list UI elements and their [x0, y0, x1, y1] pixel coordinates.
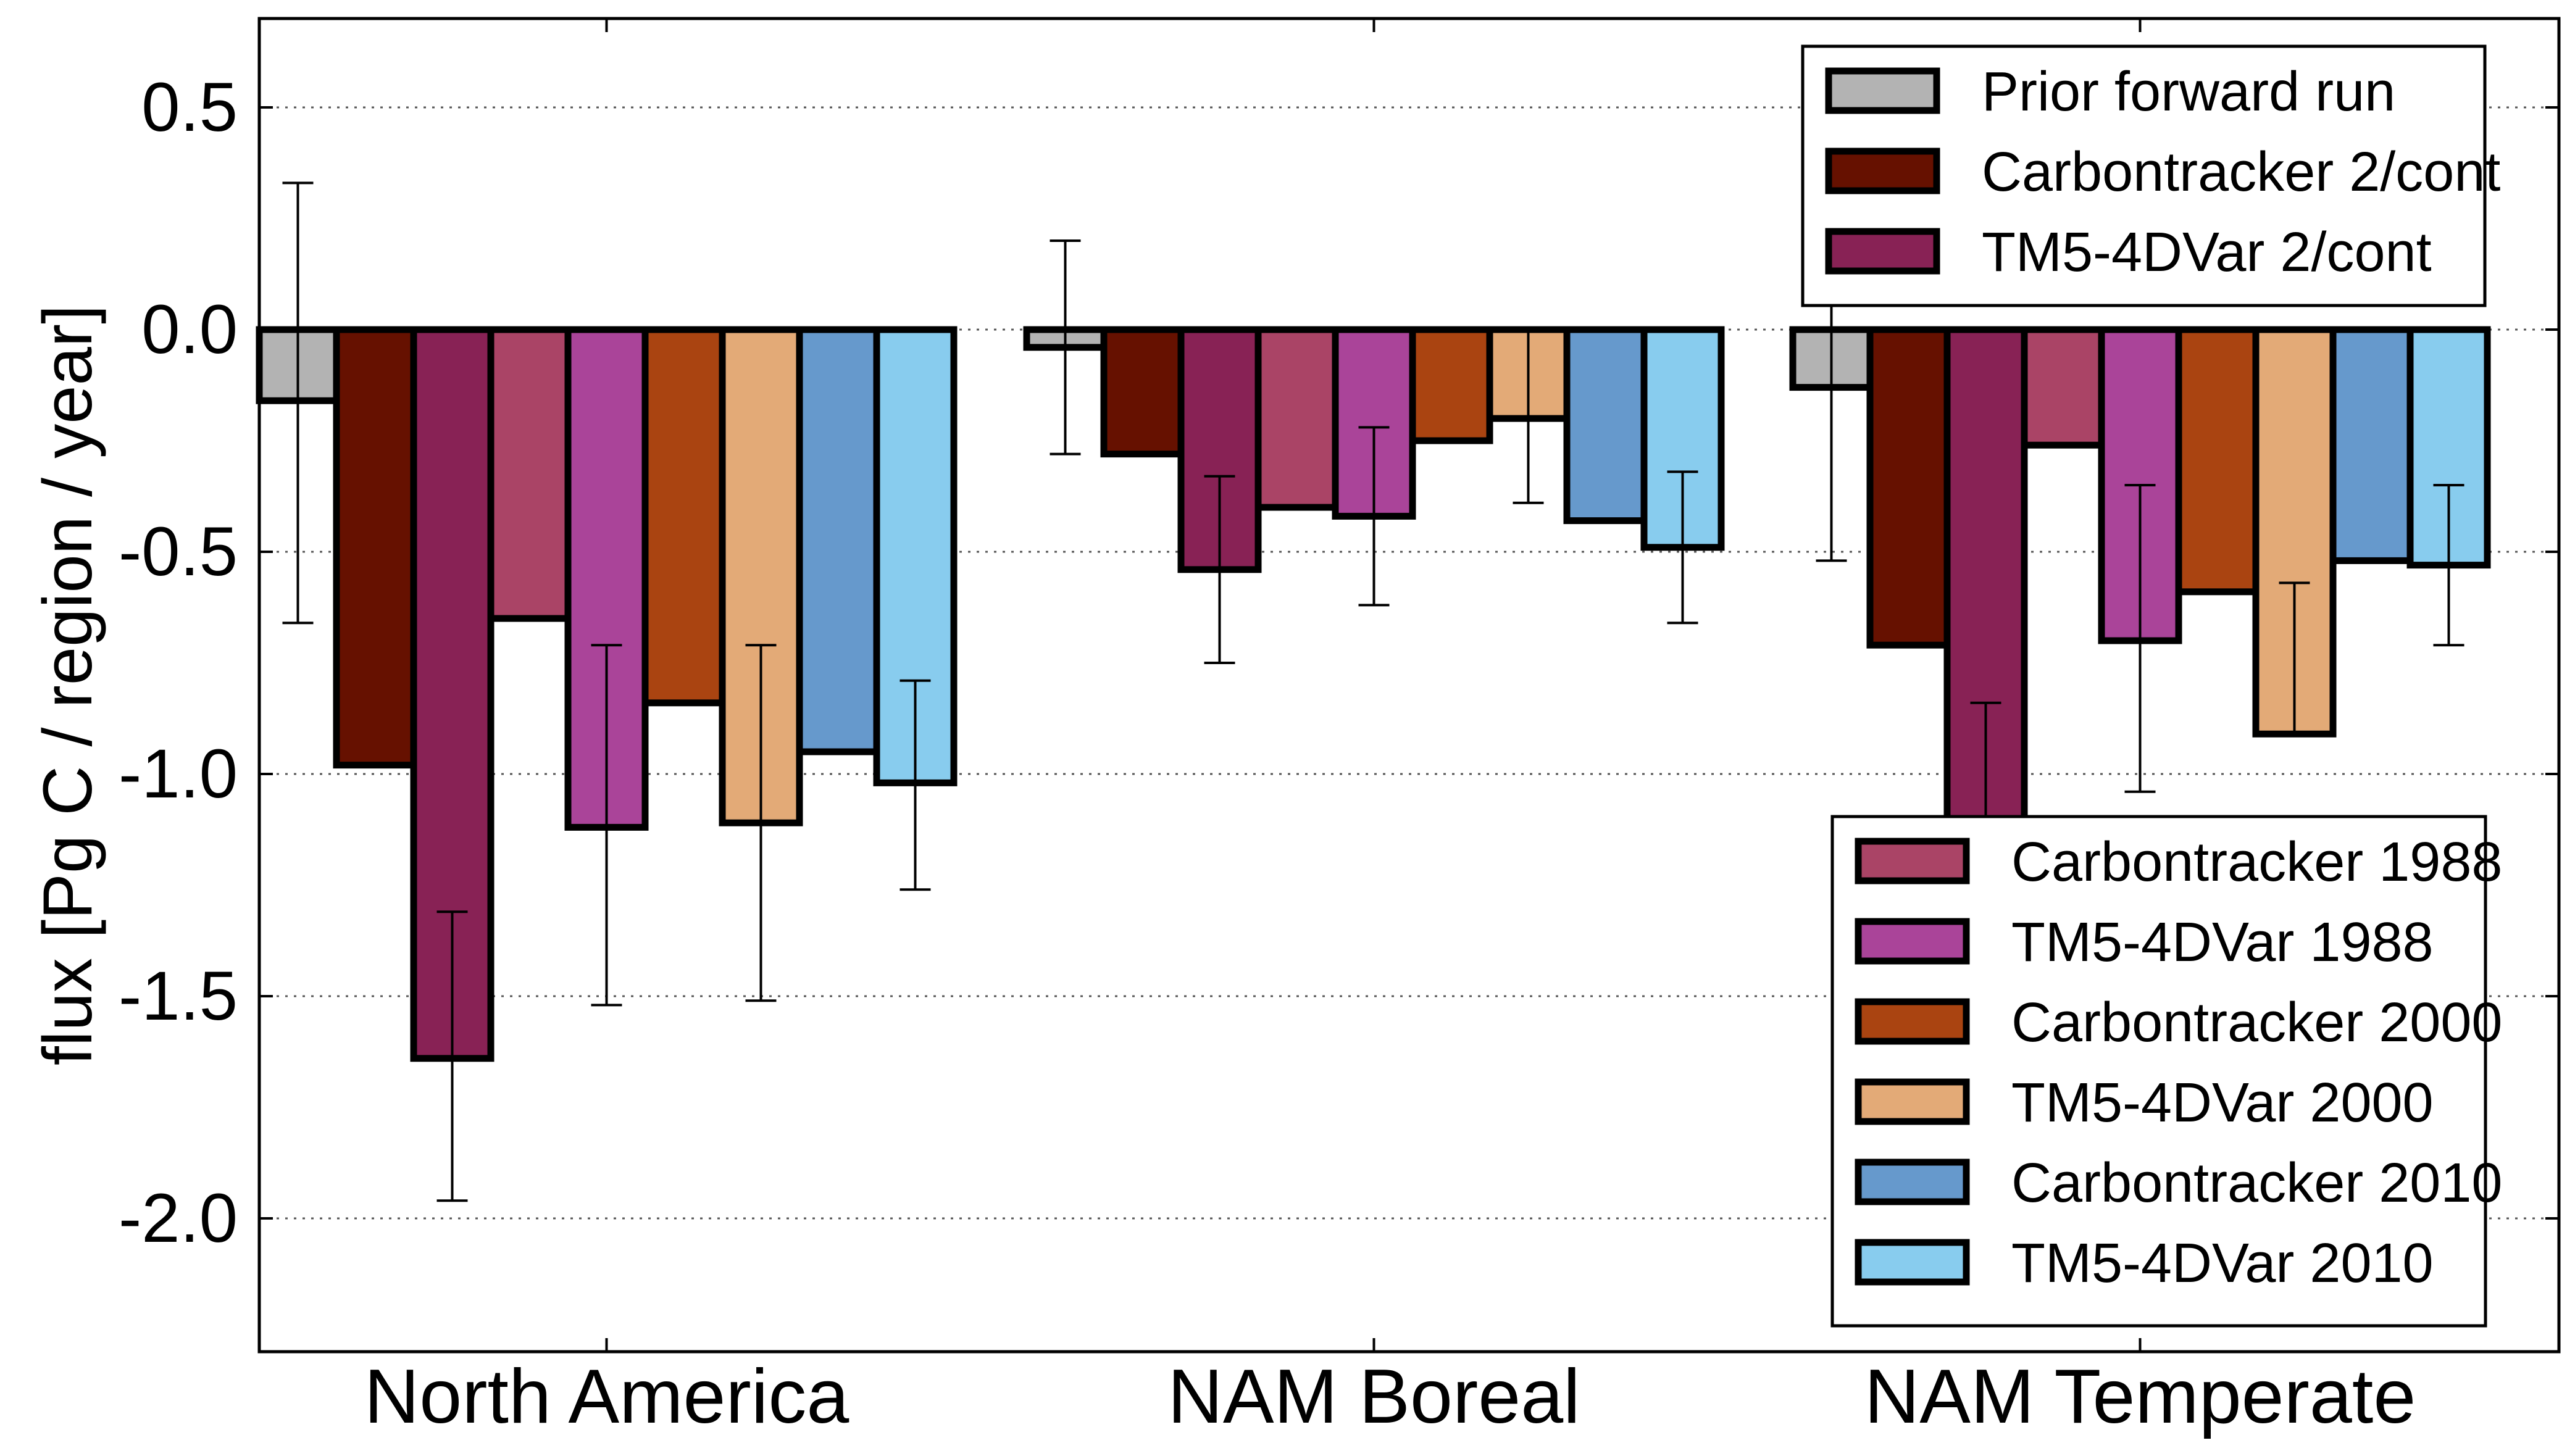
y-tick-label: -0.5 [119, 513, 238, 590]
axes: 0.5 0.0 -0.5 -1.0 -1.5 -2.0 North America NAM B… [119, 17, 2561, 1439]
bar [1563, 326, 1648, 525]
legend-label: Carbontracker 2000 [2011, 992, 2502, 1054]
legend-swatch [1855, 918, 1970, 965]
bar [796, 326, 880, 755]
bar [1866, 326, 1951, 649]
error-bars [282, 181, 2464, 1202]
plot-frame [257, 17, 2561, 1354]
legend-label: Carbontracker 2010 [2011, 1152, 2502, 1214]
legend-swatch [1825, 228, 1940, 275]
bar [641, 326, 726, 707]
legend-swatch [1855, 1078, 1970, 1125]
legend-bottom-right: Carbontracker 1988 TM5-4DVar 1988 Carbontr… [1830, 815, 2502, 1328]
bar [487, 326, 572, 622]
legend-label: TM5-4DVar 2/cont [1982, 222, 2432, 283]
legend-swatch [1825, 148, 1940, 194]
bar [2021, 326, 2105, 449]
y-tick-label: -1.0 [119, 735, 238, 812]
bar [1254, 326, 1339, 511]
legend-swatch [1855, 1239, 1970, 1286]
legend-label: TM5-4DVar 1988 [2011, 912, 2434, 973]
bar [1100, 326, 1185, 458]
x-tick-label: NAM Boreal [1167, 1354, 1580, 1439]
bar [333, 326, 417, 769]
legend-top-right: Prior forward run Carbontracker 2/cont TM5… [1801, 44, 2500, 307]
legend-swatch [1855, 998, 1970, 1045]
bar [2175, 326, 2260, 596]
legend-swatch [1825, 67, 1940, 114]
x-tick-label: NAM Temperate [1864, 1354, 2416, 1439]
x-tick-label: North America [364, 1354, 849, 1439]
bar [2329, 326, 2414, 564]
bar [873, 326, 958, 786]
y-axis-title: flux [Pg C / region / year] [29, 305, 106, 1066]
legend-swatch [1855, 838, 1970, 884]
legend-label: Carbontracker 2/cont [1982, 141, 2500, 203]
y-tick-label: -1.5 [119, 957, 238, 1034]
y-tick-label: -2.0 [119, 1179, 238, 1257]
legend-label: TM5-4DVar 2000 [2011, 1072, 2434, 1134]
bar [1409, 326, 1493, 444]
legend-label: TM5-4DVar 2010 [2011, 1233, 2434, 1294]
y-tick-label: 0.0 [141, 291, 238, 368]
legend-label: Prior forward run [1982, 61, 2395, 123]
legends: Prior forward run Carbontracker 2/cont TM5… [1801, 44, 2502, 1328]
legend-swatch [1855, 1159, 1970, 1205]
legend-label: Carbontracker 1988 [2011, 831, 2502, 893]
y-tick-label: 0.5 [141, 69, 238, 146]
